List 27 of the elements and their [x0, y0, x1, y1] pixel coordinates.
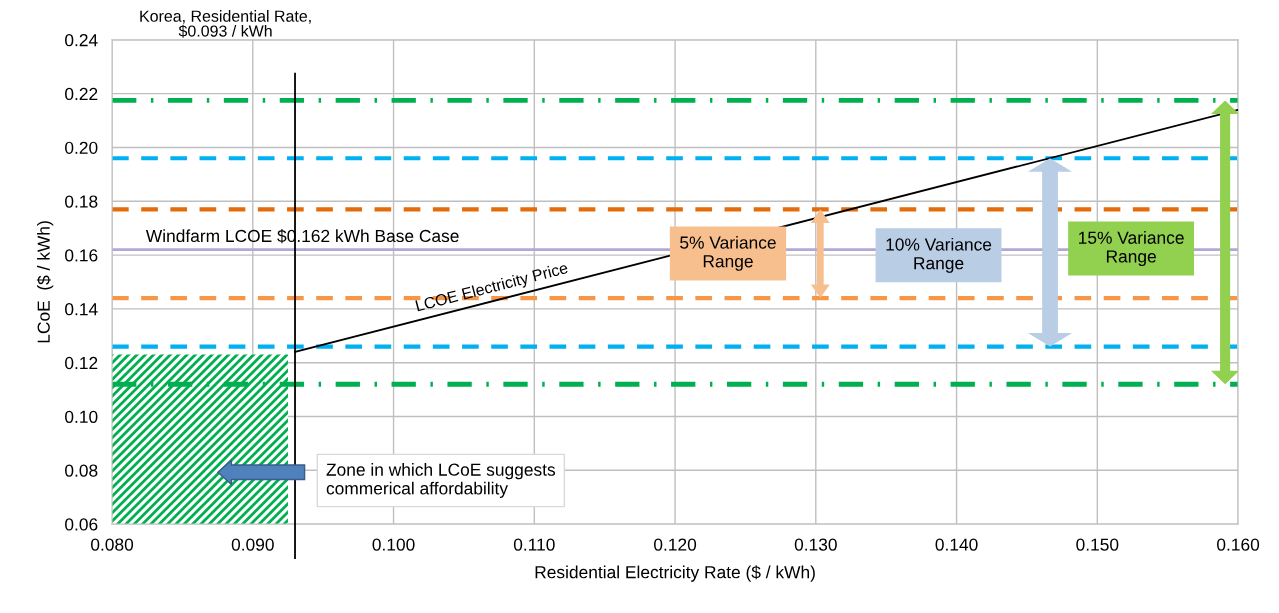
- x-tick-label: 0.120: [654, 538, 697, 551]
- ref-line-label: Korea, Residential Rate, $0.093 / kWh: [140, 10, 311, 38]
- y-tick-label: 0.06: [65, 518, 98, 531]
- annotation: Zone in which LCoE suggests commerical affordability: [326, 463, 556, 498]
- x-tick-label: 0.080: [91, 538, 134, 551]
- annotation: 5% Variance Range: [680, 235, 776, 271]
- y-tick-label: 0.08: [65, 464, 98, 477]
- y-tick-label: 0.20: [65, 141, 98, 154]
- x-tick-label: 0.150: [1076, 538, 1119, 551]
- annotation: 10% Variance Range: [886, 237, 992, 273]
- y-tick-label: 0.16: [65, 249, 98, 262]
- y-tick-label: 0.14: [65, 303, 98, 316]
- x-tick-label: 0.110: [513, 538, 555, 551]
- y-tick-label: 0.10: [65, 410, 98, 423]
- y-axis-title: LCoE ($ / kWh): [36, 221, 54, 343]
- x-tick-label: 0.160: [1217, 538, 1260, 551]
- y-tick-label: 0.22: [65, 87, 98, 101]
- annotation: 15% Variance Range: [1079, 231, 1184, 267]
- y-tick-label: 0.12: [65, 356, 98, 370]
- x-tick-label: 0.090: [231, 538, 274, 551]
- text: LCOE Electricity Price: [415, 261, 570, 315]
- y-tick-label: 0.24: [65, 34, 98, 47]
- x-tick-label: 0.140: [935, 538, 978, 551]
- x-tick-label: 0.130: [794, 538, 837, 551]
- x-tick-label: 0.100: [372, 538, 415, 551]
- y-tick-label: 0.18: [65, 195, 98, 208]
- x-axis-title: Residential Electricity Rate ($ / kWh): [535, 565, 815, 582]
